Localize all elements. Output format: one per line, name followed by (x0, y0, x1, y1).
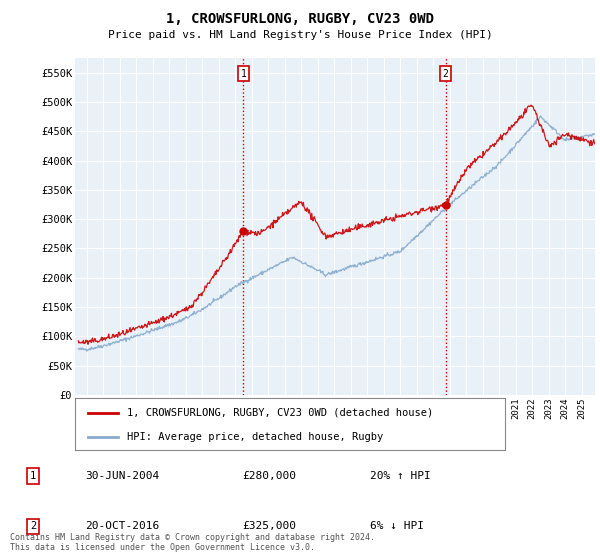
Text: £325,000: £325,000 (242, 521, 296, 531)
Text: HPI: Average price, detached house, Rugby: HPI: Average price, detached house, Rugb… (127, 432, 383, 442)
Text: 2: 2 (443, 69, 449, 79)
Text: £280,000: £280,000 (242, 471, 296, 481)
Text: 2: 2 (30, 521, 37, 531)
Text: Contains HM Land Registry data © Crown copyright and database right 2024.
This d: Contains HM Land Registry data © Crown c… (10, 533, 375, 552)
Text: 1, CROWSFURLONG, RUGBY, CV23 0WD: 1, CROWSFURLONG, RUGBY, CV23 0WD (166, 12, 434, 26)
Text: 20-OCT-2016: 20-OCT-2016 (85, 521, 160, 531)
Text: 1: 1 (241, 69, 247, 79)
Text: 6% ↓ HPI: 6% ↓ HPI (370, 521, 424, 531)
Text: Price paid vs. HM Land Registry's House Price Index (HPI): Price paid vs. HM Land Registry's House … (107, 30, 493, 40)
Text: 1: 1 (30, 471, 37, 481)
Text: 20% ↑ HPI: 20% ↑ HPI (370, 471, 430, 481)
Text: 30-JUN-2004: 30-JUN-2004 (85, 471, 160, 481)
Text: 1, CROWSFURLONG, RUGBY, CV23 0WD (detached house): 1, CROWSFURLONG, RUGBY, CV23 0WD (detach… (127, 408, 433, 418)
